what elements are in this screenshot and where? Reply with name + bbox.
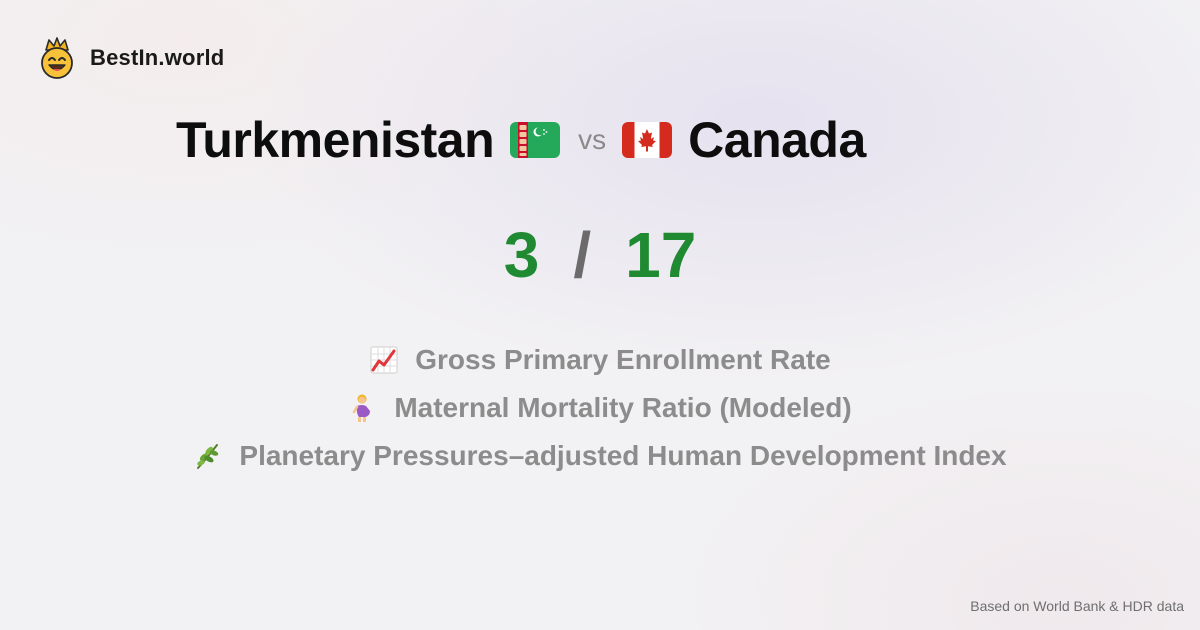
chart-increasing-icon bbox=[369, 345, 399, 375]
score-separator: / bbox=[573, 219, 592, 291]
crown-smiley-icon bbox=[41, 37, 73, 79]
metrics-list: Gross Primary Enrollment Rate Maternal M… bbox=[0, 336, 1200, 480]
score-country-b: 17 bbox=[625, 219, 697, 291]
canada-flag-icon bbox=[622, 122, 673, 158]
vs-label: vs bbox=[578, 124, 607, 155]
source-note: Based on World Bank & HDR data bbox=[970, 598, 1184, 614]
herb-icon bbox=[193, 441, 223, 471]
brand-name: BestIn.world bbox=[90, 45, 225, 70]
score: 3 / 17 bbox=[0, 218, 1200, 292]
country-a-name: Turkmenistan bbox=[176, 112, 495, 168]
list-item: Gross Primary Enrollment Rate bbox=[0, 336, 1200, 384]
metric-label: Maternal Mortality Ratio (Modeled) bbox=[394, 392, 852, 423]
comparison-title: Turkmenistan vs Canada bbox=[176, 108, 866, 172]
score-country-a: 3 bbox=[503, 219, 540, 291]
list-item: Planetary Pressures–adjusted Human Devel… bbox=[0, 432, 1200, 480]
metric-label: Gross Primary Enrollment Rate bbox=[415, 344, 831, 375]
brand[interactable]: BestIn.world bbox=[38, 36, 224, 80]
pregnant-woman-icon bbox=[348, 393, 378, 423]
metric-label: Planetary Pressures–adjusted Human Devel… bbox=[239, 440, 1007, 471]
country-b-name: Canada bbox=[688, 112, 866, 168]
list-item: Maternal Mortality Ratio (Modeled) bbox=[0, 384, 1200, 432]
turkmenistan-flag-icon bbox=[510, 122, 561, 158]
